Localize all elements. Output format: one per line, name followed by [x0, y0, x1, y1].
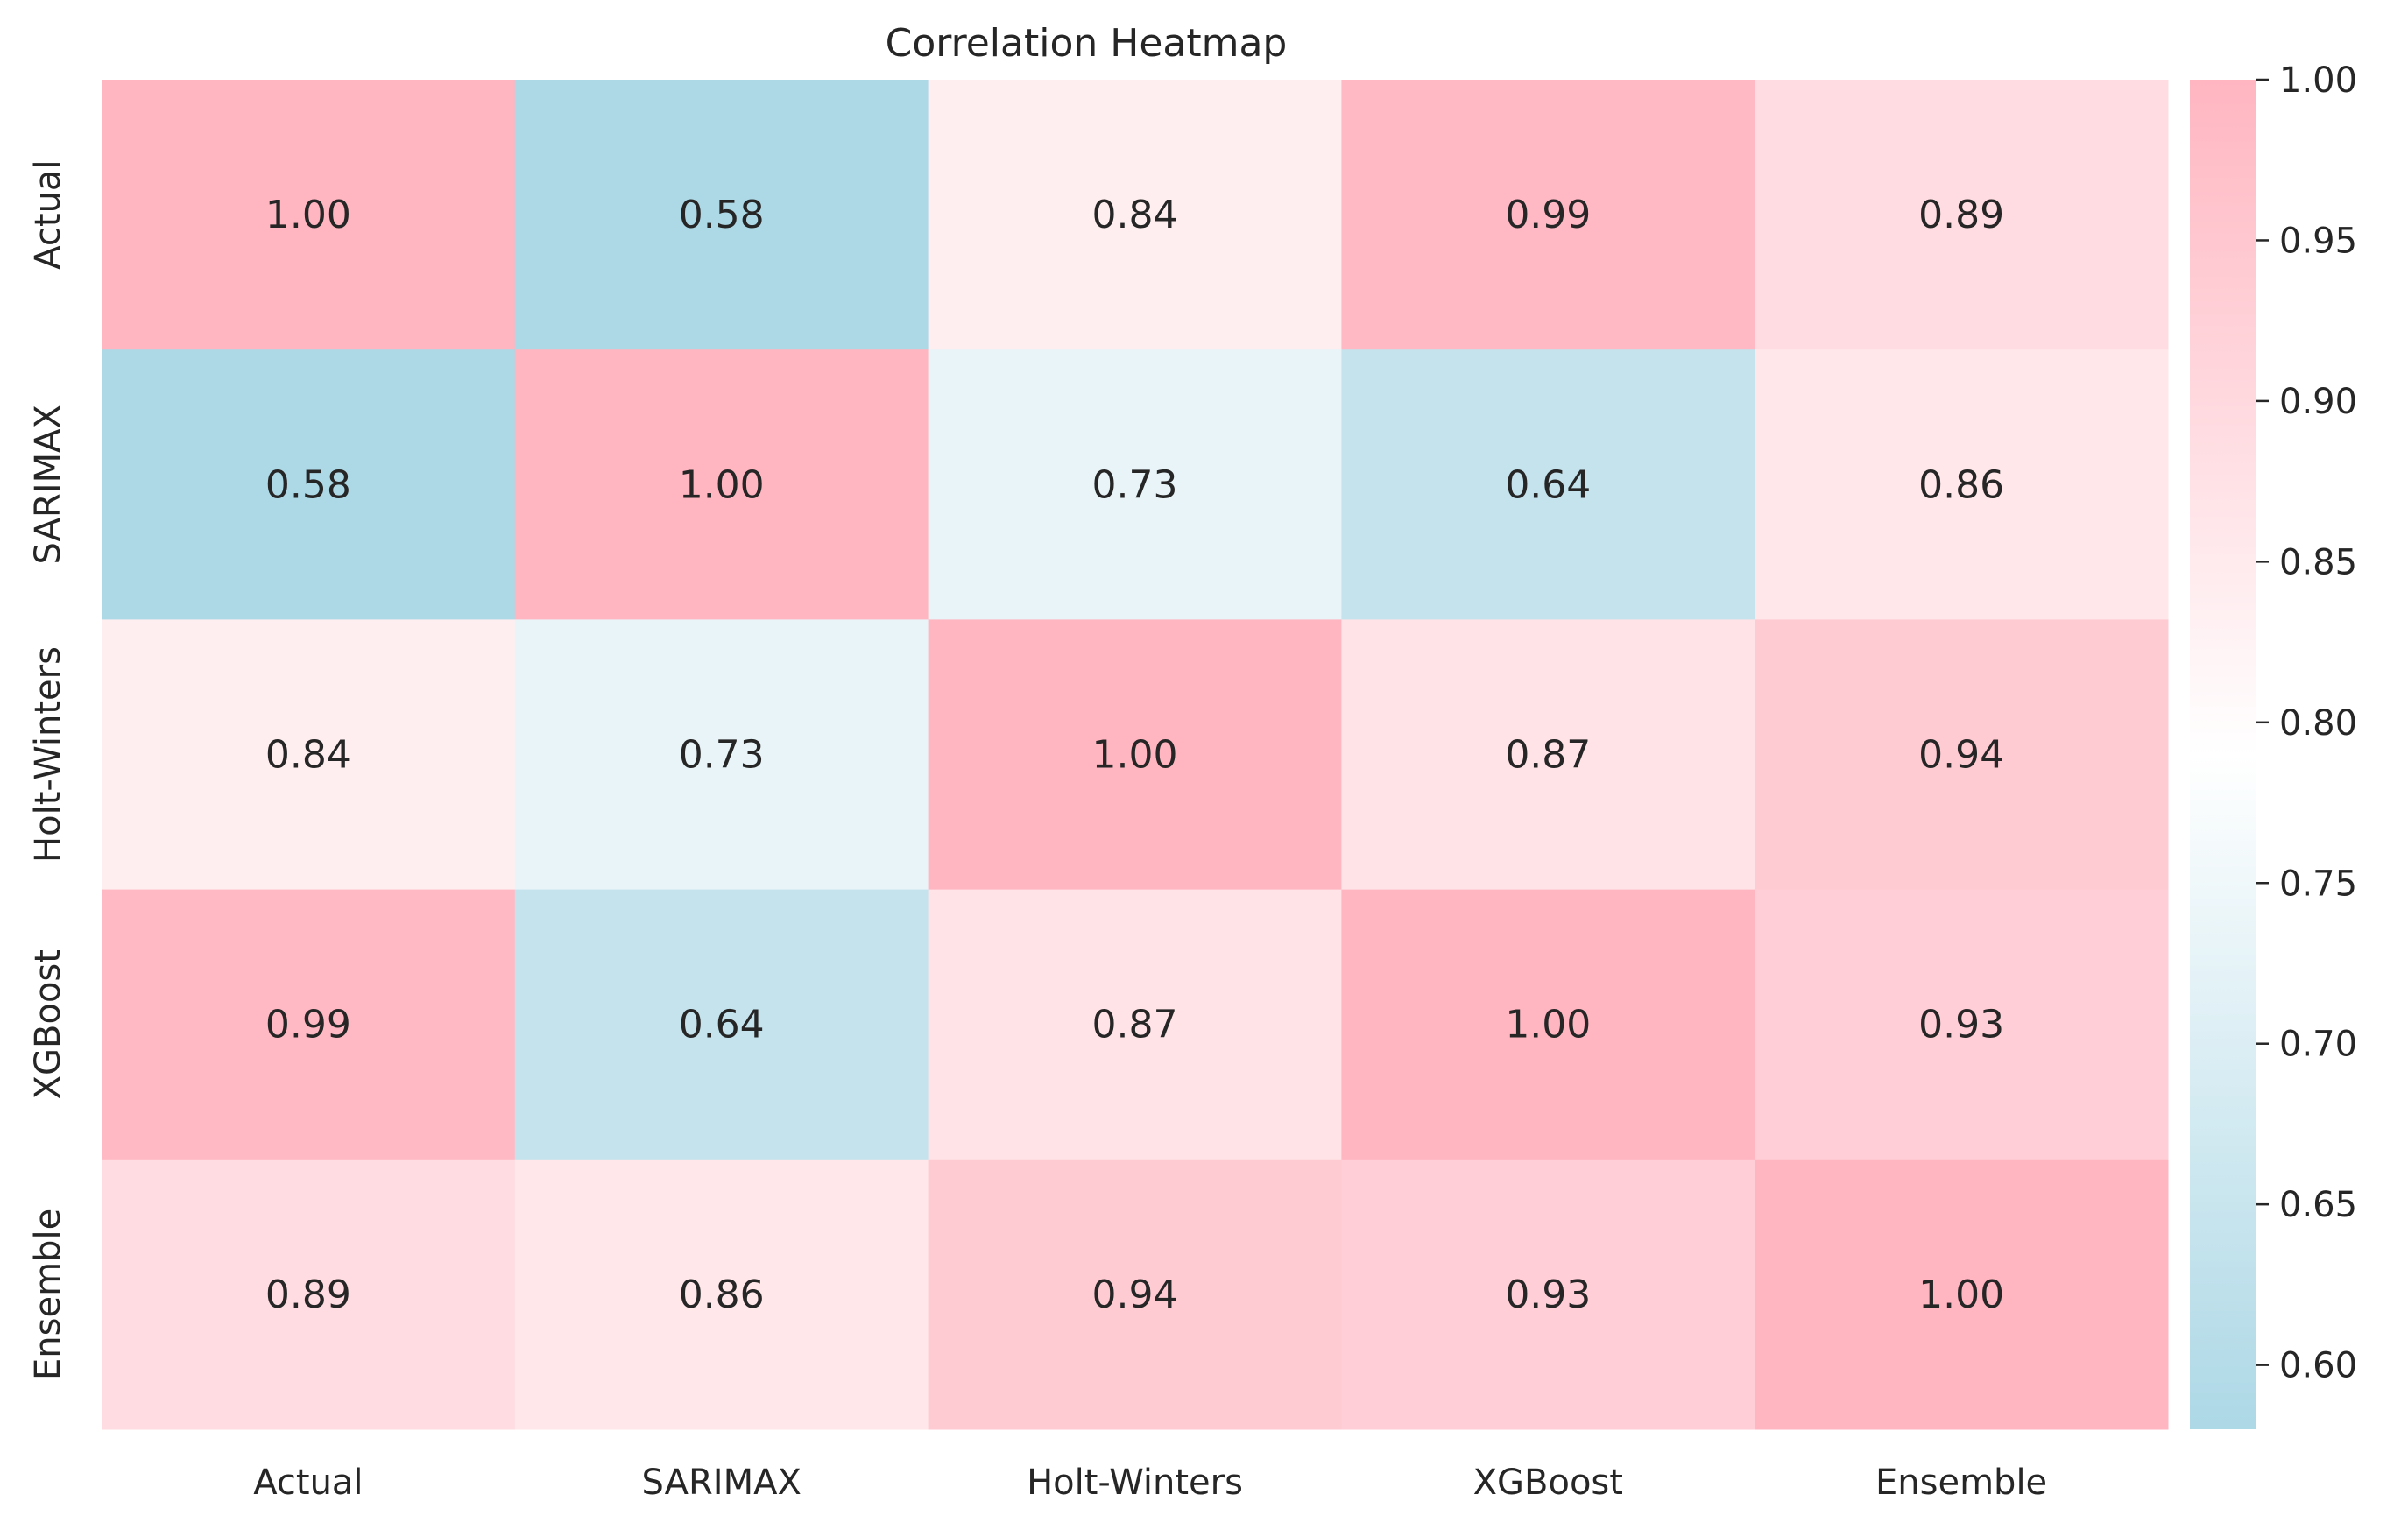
heatmap-cell-r0-c3 [1341, 80, 1755, 350]
y-tick-label-3: XGBoost [28, 949, 68, 1099]
heatmap-cell-r2-c2 [928, 619, 1342, 891]
y-tick-label-4: Ensemble [28, 1209, 68, 1380]
colorbar-tick-label-6: 0.90 [2279, 382, 2357, 422]
cell-value-label-r0-c2: 0.84 [1092, 193, 1178, 237]
heatmap-cell-r0-c0 [102, 80, 516, 350]
x-tick-label-2: Holt-Winters [1027, 1463, 1243, 1503]
cell-value-label-r3-c4: 0.93 [1918, 1003, 2004, 1047]
x-tick-label-1: SARIMAX [642, 1463, 801, 1503]
cell-value-label-r0-c0: 1.00 [265, 193, 351, 237]
x-tick-label-3: XGBoost [1473, 1463, 1623, 1503]
chart-title: Correlation Heatmap [886, 21, 1288, 66]
y-tick-label-0: Actual [28, 159, 68, 269]
colorbar: 0.60 0.65 0.70 0.75 0.80 0.85 0.90 0.95 1.00 [2190, 60, 2357, 1429]
heatmap-cell-r1-c2 [928, 349, 1342, 620]
y-tick-label-2: Holt-Winters [28, 646, 68, 863]
colorbar-tick-label-1: 0.65 [2279, 1185, 2357, 1225]
heatmap-cell-r4-c1 [514, 1159, 929, 1430]
cell-value-label-r1-c2: 0.73 [1092, 462, 1178, 507]
colorbar-tick-label-3: 0.75 [2279, 864, 2357, 904]
heatmap-cell-r0-c2 [928, 80, 1342, 350]
cell-value-label-r1-c4: 0.86 [1918, 462, 2004, 507]
heatmap-cell-r2-c3 [1341, 619, 1755, 891]
cell-value-label-r4-c1: 0.86 [679, 1273, 765, 1317]
colorbar-tick-label-2: 0.70 [2279, 1025, 2357, 1065]
heatmap-cell-r4-c3 [1341, 1159, 1755, 1430]
x-axis-tick-labels: Actual SARIMAX Holt-Winters XGBoost Ensemble [253, 1463, 2047, 1503]
cell-value-label-r4-c3: 0.93 [1505, 1273, 1591, 1317]
cell-value-label-r0-c1: 0.58 [679, 193, 765, 237]
heatmap-cell-r3-c0 [102, 889, 516, 1160]
cell-value-label-r2-c2: 1.00 [1092, 733, 1178, 778]
cell-value-label-r3-c1: 0.64 [679, 1003, 765, 1047]
cell-value-label-r2-c1: 0.73 [679, 733, 765, 778]
cell-value-label-r4-c4: 1.00 [1918, 1273, 2004, 1317]
colorbar-tick-label-8: 1.00 [2279, 60, 2357, 101]
heatmap-cell-r1-c3 [1341, 349, 1755, 620]
cell-value-label-r1-c1: 1.00 [679, 462, 765, 507]
colorbar-tick-label-4: 0.80 [2279, 703, 2357, 744]
heatmap-cell-r3-c4 [1755, 889, 2169, 1160]
heatmap-cells: 1.00 0.58 0.84 0.99 0.89 0.58 1.00 0.73 0.64 0.86… [102, 80, 2169, 1430]
y-axis-tick-labels: Actual SARIMAX Holt-Winters XGBoost Ensemble [28, 159, 68, 1380]
cell-value-label-r1-c0: 0.58 [265, 462, 351, 507]
heatmap-cell-r3-c3 [1341, 889, 1755, 1160]
heatmap-cell-r1-c0 [102, 349, 516, 620]
heatmap-cell-r4-c2 [928, 1159, 1342, 1430]
heatmap-cell-r0-c1 [514, 80, 929, 350]
heatmap-cell-r1-c4 [1755, 349, 2169, 620]
cell-value-label-r4-c0: 0.89 [265, 1273, 351, 1317]
heatmap-cell-r2-c1 [514, 619, 929, 891]
colorbar-tick-label-0: 0.60 [2279, 1346, 2357, 1386]
heatmap-cell-r3-c1 [514, 889, 929, 1160]
cell-value-label-r2-c4: 0.94 [1918, 733, 2004, 778]
y-tick-label-1: SARIMAX [28, 405, 68, 564]
cell-value-label-r4-c2: 0.94 [1092, 1273, 1178, 1317]
heatmap-cell-r4-c4 [1755, 1159, 2169, 1430]
heatmap-cell-r2-c4 [1755, 619, 2169, 891]
colorbar-tick-label-7: 0.95 [2279, 221, 2357, 261]
x-tick-label-0: Actual [253, 1463, 363, 1503]
heatmap-cell-r0-c4 [1755, 80, 2169, 350]
cell-value-label-r2-c0: 0.84 [265, 733, 351, 778]
heatmap-cell-r4-c0 [102, 1159, 516, 1430]
heatmap-cell-r2-c0 [102, 619, 516, 891]
colorbar-tick-label-5: 0.85 [2279, 542, 2357, 582]
cell-value-label-r3-c3: 1.00 [1505, 1003, 1591, 1047]
cell-value-label-r0-c3: 0.99 [1505, 193, 1591, 237]
heatmap-cell-r3-c2 [928, 889, 1342, 1160]
cell-value-label-r1-c3: 0.64 [1505, 462, 1591, 507]
cell-value-label-r2-c3: 0.87 [1505, 733, 1591, 778]
colorbar-gradient [2190, 80, 2256, 1429]
cell-value-label-r3-c0: 0.99 [265, 1003, 351, 1047]
heatmap-cell-r1-c1 [514, 349, 929, 620]
cell-value-label-r3-c2: 0.87 [1092, 1003, 1178, 1047]
x-tick-label-4: Ensemble [1875, 1463, 2047, 1503]
cell-value-label-r0-c4: 0.89 [1918, 193, 2004, 237]
